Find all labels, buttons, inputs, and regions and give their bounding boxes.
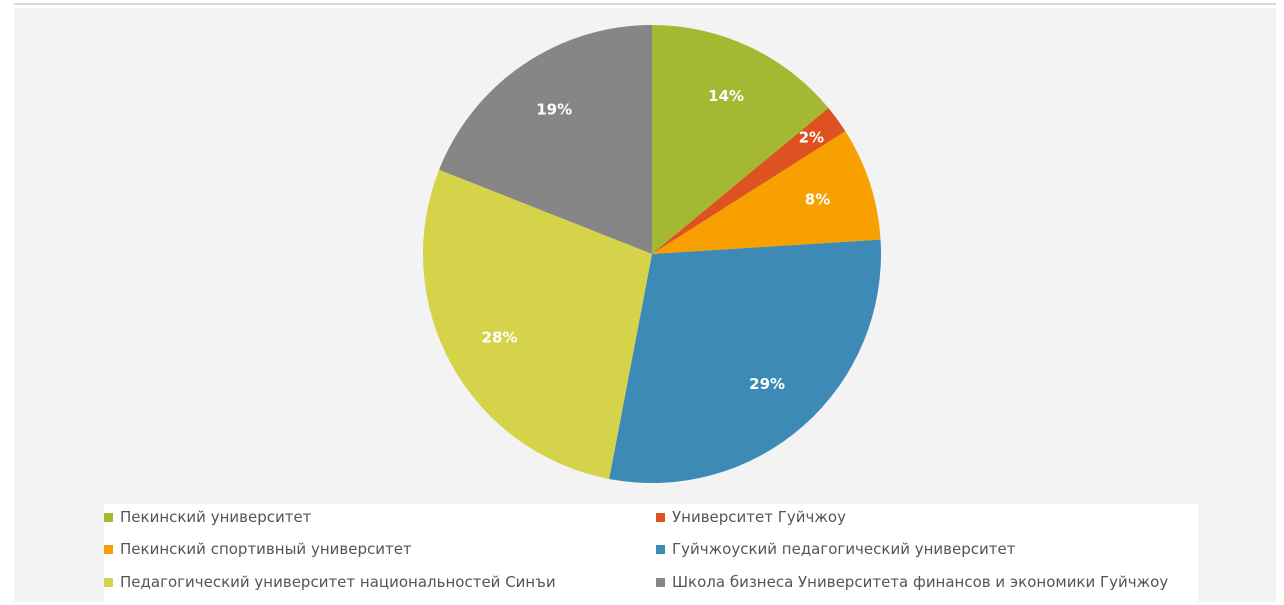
legend-label: Университет Гуйчжоу	[672, 508, 846, 526]
legend-item: Университет Гуйчжоу	[656, 508, 846, 526]
top-divider	[14, 3, 1276, 5]
legend-label: Пекинский университет	[120, 508, 312, 526]
slice-data-label: 8%	[805, 191, 830, 209]
legend-swatch	[104, 512, 113, 522]
pie-slice	[439, 25, 652, 254]
legend-label: Школа бизнеса Университета финансов и эк…	[672, 573, 1169, 591]
legend-item: Гуйчжоуский педагогический университет	[656, 540, 1015, 558]
slice-data-label: 29%	[749, 375, 785, 393]
legend-label: Пекинский спортивный университет	[120, 540, 412, 558]
slice-data-label: 14%	[708, 87, 744, 105]
legend: Пекинский университет Университет Гуйчжо…	[104, 504, 1198, 602]
legend-item: Пекинский университет	[104, 508, 311, 526]
legend-swatch	[656, 512, 665, 522]
pie-slice	[423, 169, 652, 479]
legend-swatch	[656, 577, 665, 587]
pie-slice	[652, 131, 881, 254]
pie-slice	[609, 239, 881, 483]
legend-item: Педагогический университет национальност…	[104, 573, 556, 591]
legend-swatch	[104, 544, 113, 554]
legend-label: Гуйчжоуский педагогический университет	[672, 540, 1016, 558]
legend-item: Пекинский спортивный университет	[104, 540, 412, 558]
legend-label: Педагогический университет национальност…	[120, 573, 556, 591]
pie-slice	[652, 25, 829, 254]
legend-swatch	[104, 577, 113, 587]
slice-data-label: 28%	[482, 328, 518, 346]
pie-slice	[652, 108, 846, 254]
slice-data-label: 2%	[799, 129, 824, 147]
legend-swatch	[656, 544, 665, 554]
slice-data-label: 19%	[536, 101, 572, 119]
legend-item: Школа бизнеса Университета финансов и эк…	[656, 573, 1168, 591]
